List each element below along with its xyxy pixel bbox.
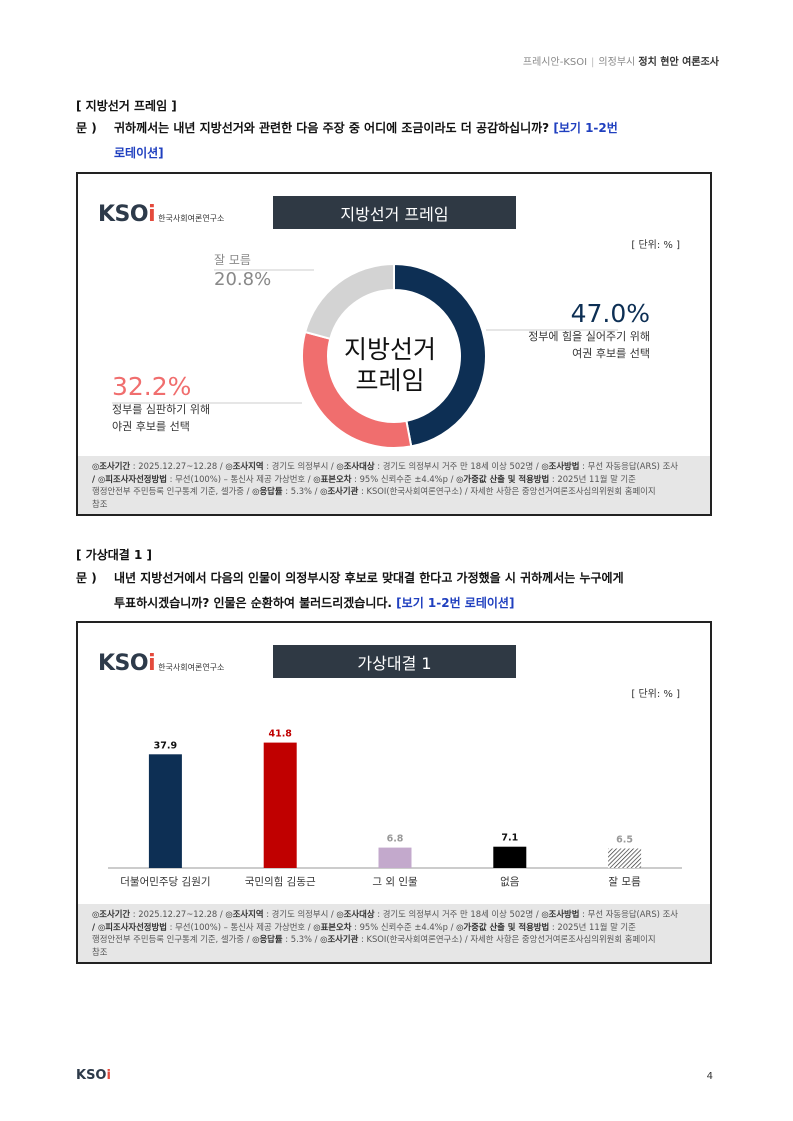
ksoi-logo: KSOi 한국사회여론연구소: [98, 202, 224, 227]
unit-label: [ 단위: % ]: [631, 689, 680, 700]
rotation-note: [보기 1-2번: [553, 121, 618, 135]
unit-label: [ 단위: % ]: [631, 240, 680, 251]
slice-desc: 여권 후보를 선택: [572, 347, 650, 360]
header-org: 프레시안-KSOI: [522, 57, 588, 68]
logo-org-name: 한국사회여론연구소: [158, 663, 225, 672]
bar-value-label: 37.9: [154, 740, 177, 751]
header-region: 의정부시: [598, 57, 636, 68]
question-text: 내년 지방선거에서 다음의 인물이 의정부시장 후보로 맞대결 한다고 가정했을…: [114, 571, 624, 585]
rotation-note: [보기 1-2번 로테이션]: [396, 596, 515, 610]
slice-desc: 정부를 심판하기 위해: [112, 403, 211, 416]
section-heading-frame: [ 지방선거 프레임 ]: [76, 99, 177, 113]
question-text-cont: 투표하시겠습니까? 인물은 순환하여 불러드리겠습니다.: [114, 596, 392, 610]
bar: [493, 846, 527, 868]
header-title: 정치 현안 여론조사: [638, 57, 719, 68]
chart-frame-bar: KSOi 한국사회여론연구소 가상대결 1 [ 단위: % ] 37.9 더불어민…: [76, 621, 712, 964]
slice-label-dontknow: 잘 모름 20.8%: [214, 252, 271, 290]
header-separator: |: [591, 57, 595, 68]
slice-value: 20.8%: [214, 269, 272, 290]
question-frame: 문 ) 귀하께서는 내년 지방선거와 관련한 다음 주장 중 어디에 조금이라도 …: [76, 116, 726, 166]
survey-footnote: ◎조사기간 : 2025.12.27~12.28 / ◎조사지역 : 경기도 의…: [78, 904, 710, 962]
bar: [148, 754, 182, 868]
question-text: 귀하께서는 내년 지방선거와 관련한 다음 주장 중 어디에 조금이라도 더 공…: [114, 121, 550, 135]
bar-value-label: 41.8: [268, 729, 292, 740]
question-matchup: 문 ) 내년 지방선거에서 다음의 인물이 의정부시장 후보로 맞대결 한다고 가…: [76, 566, 726, 616]
slice-desc: 정부에 힘을 실어주기 위해: [528, 330, 650, 343]
bar-chart: 37.9 더불어민주당 김원기 41.8 국민의힘 김동근 6.8 그 외 인물 7.1 없음…: [108, 729, 682, 888]
chart-frame-donut: KSOi 한국사회여론연구소 지방선거 프레임 [ 단위: % ] 지방선거 프…: [76, 172, 712, 516]
chart-title-donut: 지방선거 프레임: [273, 196, 516, 229]
bar-category-label: 국민의힘 김동근: [245, 876, 316, 888]
survey-footnote: ◎조사기간 : 2025.12.27~12.28 / ◎조사지역 : 경기도 의…: [78, 456, 710, 514]
slice-label-ruling: 47.0% 정부에 힘을 실어주기 위해 여권 후보를 선택: [528, 299, 650, 362]
bar-category-label: 없음: [500, 875, 520, 888]
donut-center-label: 지방선거 프레임: [343, 335, 436, 395]
logo-wordmark: KSOi: [98, 651, 156, 676]
page-number: 4: [706, 1071, 713, 1082]
donut-slice-dontknow: [303, 262, 395, 341]
section-heading-matchup: [ 가상대결 1 ]: [76, 548, 153, 562]
bar-value-label: 6.8: [387, 834, 404, 845]
bar: [263, 742, 297, 868]
page-header: 프레시안-KSOI | 의정부시 정치 현안 여론조사: [523, 53, 719, 68]
bar-category-label: 더불어민주당 김원기: [120, 876, 210, 888]
rotation-note-cont: 로테이션]: [114, 146, 164, 160]
slice-desc: 야권 후보를 선택: [112, 420, 190, 433]
question-mark: 문 ): [76, 571, 97, 585]
bar-value-label: 7.1: [501, 833, 518, 844]
bar-value-label: 6.5: [616, 835, 633, 846]
footer-logo: KSOi: [76, 1068, 111, 1083]
logo-wordmark: KSOi: [98, 202, 156, 227]
logo-org-name: 한국사회여론연구소: [158, 214, 225, 223]
donut-chart: [112, 262, 618, 449]
slice-desc: 잘 모름: [214, 253, 251, 267]
slice-value: 32.2%: [112, 372, 192, 401]
question-mark: 문 ): [76, 121, 97, 135]
chart-title-bar: 가상대결 1: [273, 645, 516, 678]
ksoi-logo: KSOi 한국사회여론연구소: [98, 651, 224, 676]
slice-label-opposition: 32.2% 정부를 심판하기 위해 야권 후보를 선택: [112, 372, 210, 435]
bar: [608, 848, 642, 868]
slice-value: 47.0%: [570, 299, 650, 328]
bar-category-label: 잘 모름: [608, 876, 641, 888]
bar-category-label: 그 외 인물: [372, 876, 418, 888]
bar: [378, 847, 412, 868]
donut-slice-ruling: [393, 262, 487, 448]
